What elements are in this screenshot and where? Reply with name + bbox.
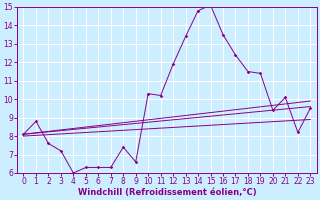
X-axis label: Windchill (Refroidissement éolien,°C): Windchill (Refroidissement éolien,°C) <box>77 188 256 197</box>
